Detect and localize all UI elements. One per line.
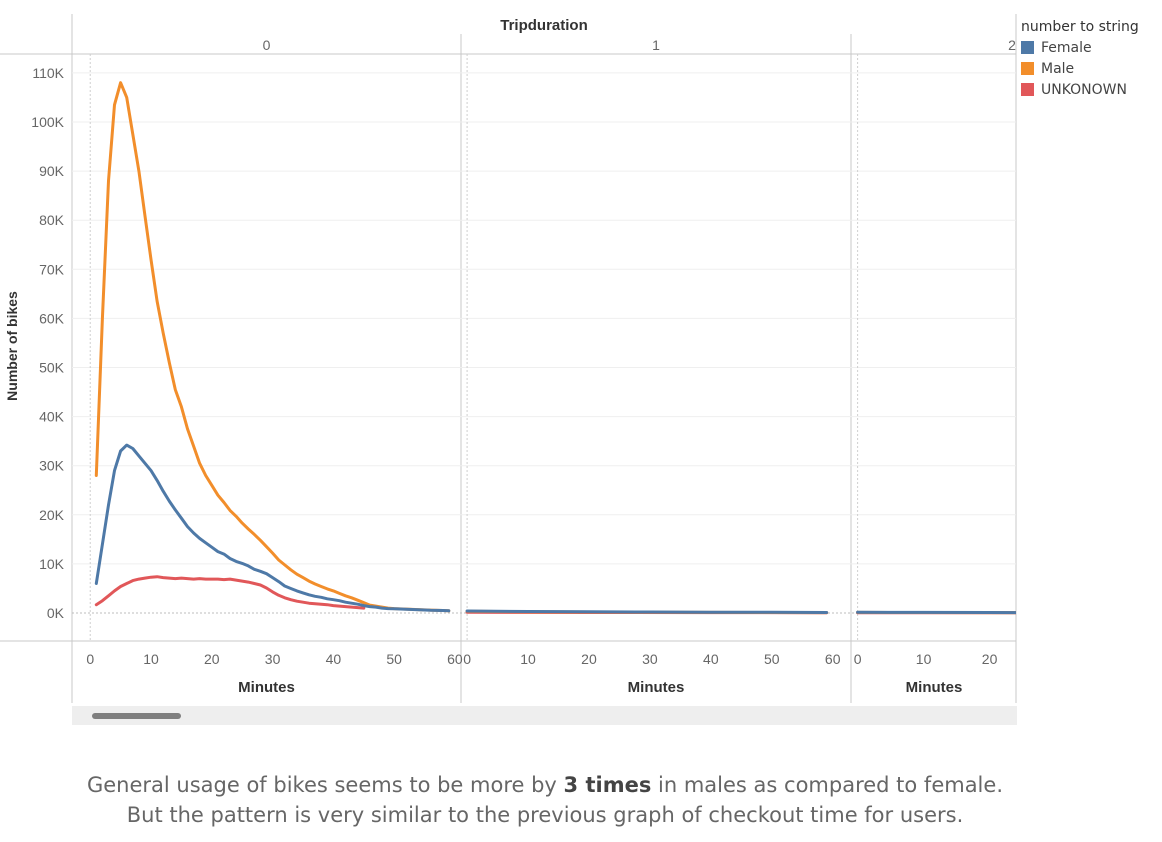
caption: General usage of bikes seems to be more … xyxy=(40,770,1050,830)
panel-0: 0 0 10 20 30 40 50 60 Minutes xyxy=(86,37,463,696)
legend-label-male: Male xyxy=(1041,60,1075,77)
panel-header-label: 0 xyxy=(263,37,271,53)
y-tick-labels: 0K 10K 20K 30K 40K 50K 60K 70K 80K 90K 100K 110K xyxy=(31,65,64,621)
legend-label-unknown: UNKONOWN xyxy=(1041,81,1127,98)
x-tick-label: 50 xyxy=(764,651,780,667)
legend: number to string Female Male UNKONOWN xyxy=(1021,19,1139,100)
horizontal-scrollbar[interactable] xyxy=(72,706,1017,725)
x-tick-label: 20 xyxy=(204,651,220,667)
caption-line-1-start: General usage of bikes seems to be more … xyxy=(86,773,564,797)
x-tick-label: 0 xyxy=(86,651,94,667)
x-tick-label: 20 xyxy=(982,651,998,667)
y-tick-label: 70K xyxy=(39,261,65,277)
legend-label-female: Female xyxy=(1041,39,1092,56)
legend-swatch-unknown xyxy=(1021,83,1034,96)
y-tick-label: 30K xyxy=(39,458,65,474)
chart-frame xyxy=(0,14,1017,703)
legend-item-unknown[interactable]: UNKONOWN xyxy=(1021,79,1139,100)
series-line-male[interactable] xyxy=(94,81,451,613)
caption-line-2: But the pattern is very similar to the p… xyxy=(126,803,964,827)
x-tick-label: 60 xyxy=(447,651,463,667)
y-tick-label: 40K xyxy=(39,409,65,425)
x-axis-label: Minutes xyxy=(628,679,685,696)
panel-header-label: 1 xyxy=(652,37,660,53)
x-tick-label: 10 xyxy=(916,651,932,667)
y-tick-label: 10K xyxy=(39,556,65,572)
y-tick-label: 0K xyxy=(47,605,65,621)
chart-title: Tripduration xyxy=(500,17,588,34)
x-tick-label: 50 xyxy=(386,651,402,667)
caption-emphasis: 3 times xyxy=(563,773,652,797)
series-line-female[interactable] xyxy=(465,609,829,614)
y-axis-label: Number of bikes xyxy=(4,291,20,401)
x-tick-label: 30 xyxy=(265,651,281,667)
x-tick-label: 0 xyxy=(854,651,862,667)
legend-title: number to string xyxy=(1021,19,1139,35)
x-tick-label: 20 xyxy=(581,651,597,667)
legend-item-male[interactable]: Male xyxy=(1021,58,1139,79)
series-line-unkonown[interactable] xyxy=(94,575,366,610)
x-axis-label: Minutes xyxy=(906,679,963,696)
y-tick-label: 110K xyxy=(32,65,64,81)
x-tick-label: 60 xyxy=(825,651,841,667)
x-tick-label: 10 xyxy=(143,651,159,667)
panel-header-label: 2 xyxy=(1008,37,1016,53)
grid-layer xyxy=(72,72,1016,614)
x-axis-label: Minutes xyxy=(238,679,295,696)
x-tick-label: 40 xyxy=(326,651,342,667)
x-tick-label: 0 xyxy=(463,651,471,667)
legend-item-female[interactable]: Female xyxy=(1021,37,1139,58)
y-tick-label: 60K xyxy=(39,310,65,326)
y-tick-label: 80K xyxy=(39,212,65,228)
series-line-female[interactable] xyxy=(94,443,451,613)
y-tick-label: 100K xyxy=(31,114,64,130)
y-tick-label: 90K xyxy=(39,163,65,179)
legend-swatch-female xyxy=(1021,41,1034,54)
legend-swatch-male xyxy=(1021,62,1034,75)
caption-line-1-end: in males as compared to female. xyxy=(651,773,1003,797)
x-tick-label: 30 xyxy=(642,651,658,667)
x-tick-label: 10 xyxy=(520,651,536,667)
scrollbar-thumb[interactable] xyxy=(92,713,181,719)
x-tick-label: 40 xyxy=(703,651,719,667)
y-tick-label: 50K xyxy=(39,360,65,376)
y-tick-label: 20K xyxy=(39,507,65,523)
caption-line-1: General usage of bikes seems to be more … xyxy=(40,770,1050,800)
